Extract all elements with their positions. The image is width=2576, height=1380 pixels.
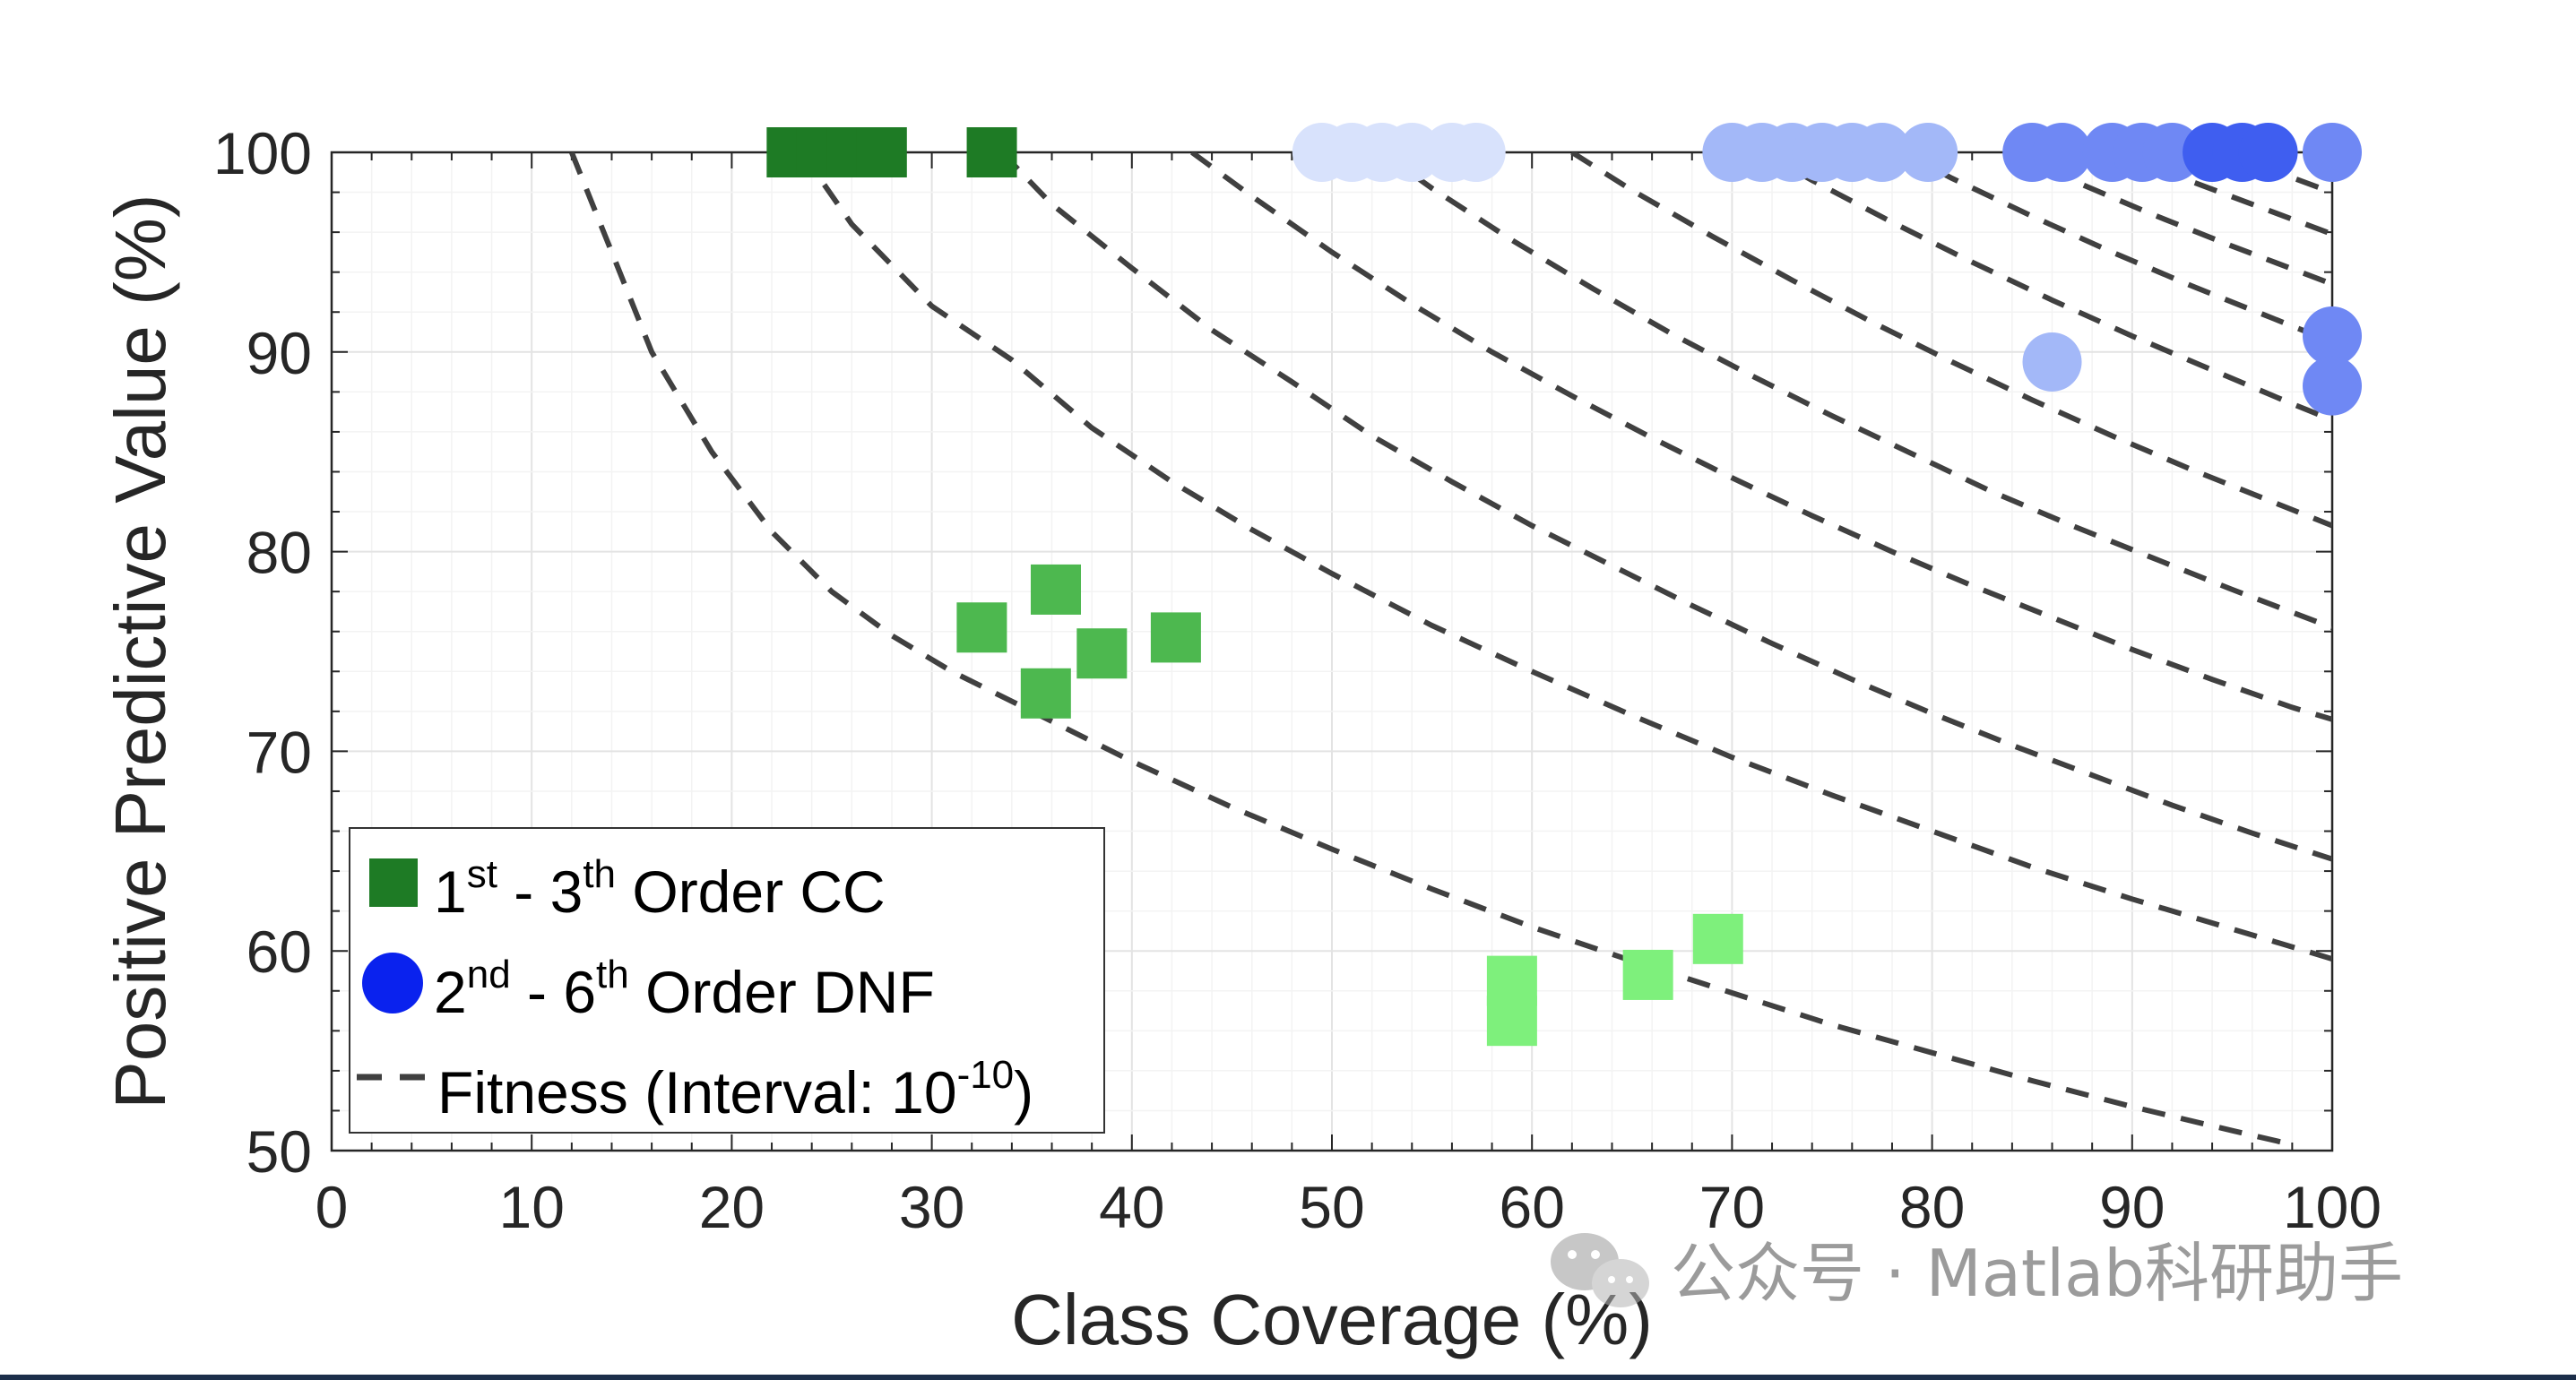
x-tick-label: 90	[2099, 1174, 2165, 1240]
x-tick-label: 30	[899, 1174, 964, 1240]
legend-dnf-sup2: th	[596, 953, 629, 996]
x-tick-label: 60	[1499, 1174, 1564, 1240]
cc-square-point	[1622, 949, 1673, 1000]
legend-dnf-base: 2	[434, 959, 467, 1025]
fitness-curve	[1760, 152, 2332, 423]
x-tick-label: 40	[1099, 1174, 1164, 1240]
data-markers	[766, 123, 2362, 1047]
fitness-curve	[2121, 152, 2332, 237]
y-tick-label: 70	[246, 719, 312, 785]
fitness-curve	[999, 152, 2332, 862]
fitness-curve	[569, 152, 2294, 1148]
fitness-curve	[1900, 152, 2332, 345]
fitness-curves	[569, 152, 2332, 1148]
legend-box	[349, 827, 1105, 1134]
x-tick-label: 0	[316, 1174, 349, 1240]
legend-fitness-sup: -10	[957, 1053, 1015, 1097]
fitness-curve	[1190, 152, 2332, 722]
legend-cc-sup2: th	[583, 852, 616, 896]
wechat-icon	[1551, 1233, 1649, 1307]
legend-cc-mid: - 3	[497, 858, 583, 925]
dnf-circle-point	[1446, 123, 1506, 182]
dnf-circle-point	[2032, 123, 2092, 182]
cc-square-point	[1076, 628, 1128, 679]
x-tick-label: 20	[699, 1174, 765, 1240]
dnf-circle-point	[2022, 332, 2082, 392]
dnf-circle-point	[1852, 123, 1912, 182]
legend-dnf-mid: - 6	[511, 959, 596, 1025]
y-tick-label: 80	[246, 520, 312, 586]
fitness-curve	[1570, 152, 2332, 529]
legend-cc-tail: Order CC	[616, 858, 886, 925]
watermark-text: 公众号 · Matlab科研助手	[1671, 1236, 2403, 1311]
tick-labels: 0 10 20 30 40 50 60 70 80 90 100 50 60 70 80 90 100	[213, 120, 2382, 1240]
legend: 1st - 3th Order CC 2nd - 6th Order DNF F…	[349, 827, 1105, 1134]
x-tick-label: 50	[1299, 1174, 1364, 1240]
x-tick-label: 80	[1899, 1174, 1965, 1240]
x-tick-label: 70	[1699, 1174, 1765, 1240]
x-tick-label: 10	[498, 1174, 564, 1240]
legend-cc-label: 1st - 3th Order CC	[434, 852, 886, 925]
y-axis-title: Positive Predictive Value (%)	[100, 194, 180, 1108]
fitness-curve	[1380, 152, 2332, 631]
legend-dnf-sup1: nd	[467, 953, 511, 996]
watermark: 公众号 · Matlab科研助手	[1551, 1233, 2403, 1311]
bottom-border	[0, 1375, 2576, 1380]
legend-cc-base: 1	[434, 858, 467, 925]
cc-square-point	[1486, 955, 1537, 1006]
cc-square-point	[1692, 913, 1743, 964]
cc-square-point	[856, 127, 907, 177]
cc-square-point	[1030, 564, 1081, 615]
y-tick-label: 60	[246, 919, 312, 985]
legend-fitness-text: Fitness (Interval: 10	[437, 1059, 957, 1126]
cc-square-point	[966, 127, 1017, 177]
legend-dnf-label: 2nd - 6th Order DNF	[434, 953, 935, 1025]
legend-cc-sup1: st	[467, 852, 497, 896]
legend-fitness-label: Fitness (Interval: 10-10)	[437, 1053, 1033, 1126]
y-tick-label: 90	[246, 320, 312, 386]
x-tick-label: 100	[2283, 1174, 2382, 1240]
dnf-circle-point	[2303, 123, 2362, 182]
fitness-curve	[800, 152, 2332, 962]
legend-fitness-tail: )	[1014, 1059, 1033, 1126]
cc-square-point	[956, 602, 1007, 653]
cc-square-point	[1020, 668, 1071, 719]
grid	[331, 151, 2333, 1151]
cc-square-point	[1150, 612, 1201, 663]
legend-cc-square-icon	[369, 858, 418, 907]
dnf-circle-point	[2238, 123, 2298, 182]
dnf-circle-point	[2303, 356, 2362, 416]
dnf-circle-point	[1898, 123, 1958, 182]
legend-dnf-tail: Order DNF	[629, 959, 935, 1025]
y-tick-label: 50	[246, 1118, 312, 1185]
legend-dnf-circle-icon	[362, 953, 423, 1013]
dnf-circle-point	[2303, 306, 2362, 366]
x-axis-title: Class Coverage (%)	[1011, 1280, 1653, 1359]
y-tick-label: 100	[213, 120, 312, 186]
